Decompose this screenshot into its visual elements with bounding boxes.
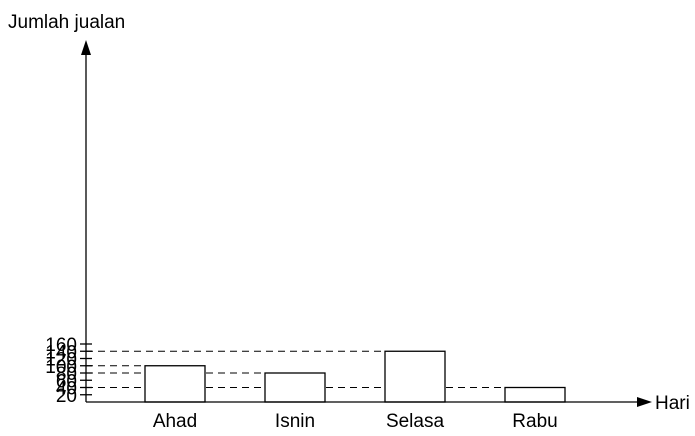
y-tick-label-60: 60 [56, 371, 77, 392]
x-axis-arrow-icon [637, 397, 652, 407]
y-tick-label-40: 40 [56, 379, 77, 400]
bar-rabu [504, 386, 566, 403]
y-tick-label-120: 120 [45, 350, 77, 371]
y-axis-label: Jumlah jualan [8, 12, 125, 33]
x-tick-labels: Ahad Isnin Selasa Rabu [153, 411, 558, 432]
x-tick-label-rabu: Rabu [512, 411, 557, 432]
x-tick-label-selasa: Selasa [386, 411, 445, 432]
y-tick-label-140: 140 [45, 342, 77, 363]
y-tick-label-160: 160 [45, 335, 77, 356]
axes [81, 40, 652, 407]
bar-isnin [264, 372, 326, 403]
x-tick-label-ahad: Ahad [153, 411, 197, 432]
bar-ahad [144, 365, 206, 403]
bar-selasa [384, 350, 446, 403]
y-axis-arrow-icon [81, 40, 91, 55]
bars [144, 350, 566, 403]
x-axis-label: Hari [655, 393, 690, 414]
x-tick-label-isnin: Isnin [275, 411, 315, 432]
y-tick-label-100: 100 [45, 357, 77, 378]
y-tick-label-20: 20 [56, 386, 77, 407]
y-tick-label-80: 80 [56, 364, 77, 385]
